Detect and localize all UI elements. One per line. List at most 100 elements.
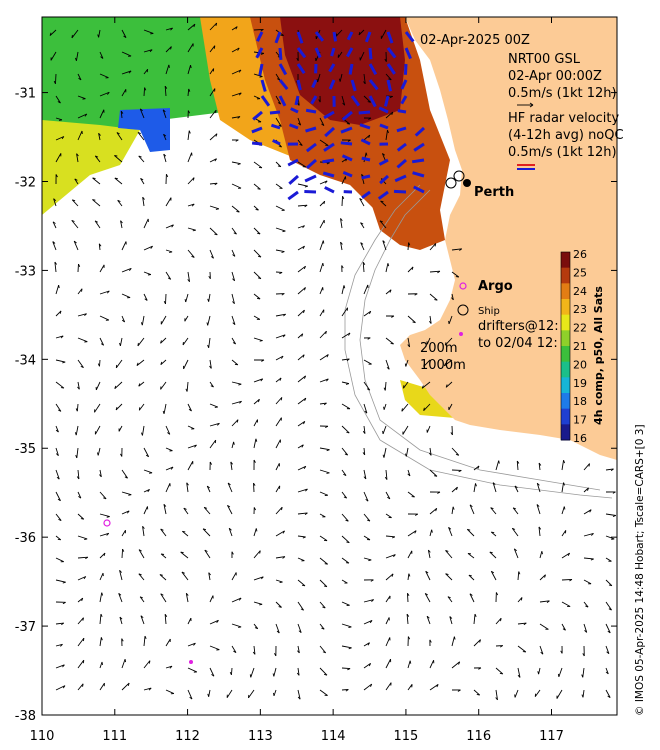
model-arrow — [162, 109, 167, 119]
model-arrow-head — [227, 504, 231, 508]
model-arrow — [209, 359, 212, 369]
model-arrow-head — [340, 241, 343, 245]
model-arrow-head — [148, 660, 151, 664]
model-arrow — [561, 552, 570, 559]
model-arrow-head — [144, 635, 147, 640]
model-arrow-head — [303, 421, 306, 425]
drifters-legend-sub: to 02/04 12: — [478, 336, 558, 351]
model-arrow — [248, 689, 255, 699]
model-arrow-head — [183, 507, 187, 510]
model-arrow-head — [368, 559, 372, 562]
model-arrow — [421, 381, 431, 389]
model-arrow — [561, 578, 573, 581]
model-arrow-head — [232, 322, 236, 325]
model-arrow — [317, 73, 321, 83]
model-arrow-head — [120, 220, 123, 224]
model-arrow — [297, 444, 304, 449]
model-arrow — [583, 533, 594, 537]
model-arrow — [451, 271, 460, 278]
model-arrow-head — [523, 622, 527, 626]
model-arrow-head — [279, 272, 283, 275]
model-arrow — [556, 689, 563, 699]
model-arrow — [115, 403, 123, 411]
model-arrow-head — [189, 696, 193, 700]
model-arrow — [253, 271, 262, 279]
radar-scale: 0.5m/s (1kt 12h) — [508, 145, 617, 160]
model-arrow — [165, 249, 173, 253]
model-arrow-head — [389, 289, 392, 293]
model-arrow-head — [182, 530, 186, 533]
model-arrow — [513, 548, 519, 559]
model-arrow — [253, 419, 258, 427]
model-arrow-head — [360, 242, 364, 245]
radar-arrow — [386, 63, 396, 75]
model-arrow — [407, 242, 410, 251]
model-arrow-head — [491, 570, 495, 574]
model-arrow-head — [60, 335, 64, 339]
model-arrow-head — [581, 674, 584, 678]
model-arrow-head — [76, 153, 79, 157]
model-arrow — [231, 293, 235, 304]
model-arrow-head — [325, 425, 329, 429]
model-arrow — [451, 293, 454, 300]
model-arrow — [77, 73, 82, 81]
radar-arrow — [378, 106, 389, 114]
model-arrow — [77, 637, 85, 647]
model-arrow — [605, 579, 613, 586]
model-arrow-head — [60, 643, 63, 647]
model-arrow-head — [78, 77, 82, 81]
model-arrow-head — [101, 592, 104, 596]
model-arrow — [319, 240, 324, 251]
model-arrow — [561, 623, 566, 631]
model-arrow-head — [459, 248, 463, 251]
model-arrow — [227, 505, 233, 515]
model-arrow — [142, 526, 145, 537]
model-arrow — [297, 161, 306, 168]
model-arrow-head — [512, 507, 517, 510]
model-arrow-head — [254, 627, 258, 630]
model-arrow-head — [407, 473, 411, 477]
model-arrow — [143, 447, 150, 457]
model-arrow — [427, 550, 431, 559]
model-arrow-head — [145, 454, 149, 458]
model-arrow-head — [123, 35, 127, 39]
model-arrow-head — [406, 613, 410, 617]
model-arrow-head — [447, 596, 451, 599]
model-arrow-head — [423, 407, 425, 411]
radar-arrow — [278, 95, 287, 107]
model-arrow-head — [138, 549, 142, 552]
model-arrow-head — [204, 549, 208, 552]
model-arrow-head — [115, 406, 118, 411]
radar-arrow — [272, 139, 281, 146]
model-arrow-head — [358, 31, 361, 36]
model-arrow-head — [387, 263, 390, 267]
model-arrow — [407, 550, 413, 559]
model-arrow-head — [428, 452, 432, 456]
model-arrow-head — [167, 432, 171, 435]
model-arrow-head — [458, 661, 461, 665]
model-arrow — [55, 557, 64, 563]
model-arrow — [187, 425, 195, 430]
model-arrow — [121, 548, 124, 559]
model-arrow-head — [366, 388, 370, 391]
model-arrow — [202, 528, 211, 537]
model-arrow-head — [414, 293, 418, 296]
model-arrow-head — [297, 650, 300, 654]
model-arrow — [297, 579, 306, 587]
model-arrow-head — [58, 409, 62, 412]
radar-arrow — [411, 158, 425, 164]
model-scale-arrow — [517, 102, 534, 108]
model-arrow — [77, 130, 83, 141]
model-arrow-head — [206, 485, 210, 489]
model-arrow — [385, 682, 392, 691]
model-arrow-head — [367, 642, 370, 646]
model-arrow — [407, 573, 410, 581]
model-arrow-head — [232, 301, 235, 304]
model-arrow — [55, 285, 60, 295]
model-arrow-head — [369, 311, 372, 315]
radar-arrow — [350, 79, 357, 92]
model-arrow — [275, 579, 283, 583]
model-arrow-head — [536, 482, 540, 486]
model-arrow — [319, 623, 325, 630]
model-arrow — [116, 132, 123, 141]
